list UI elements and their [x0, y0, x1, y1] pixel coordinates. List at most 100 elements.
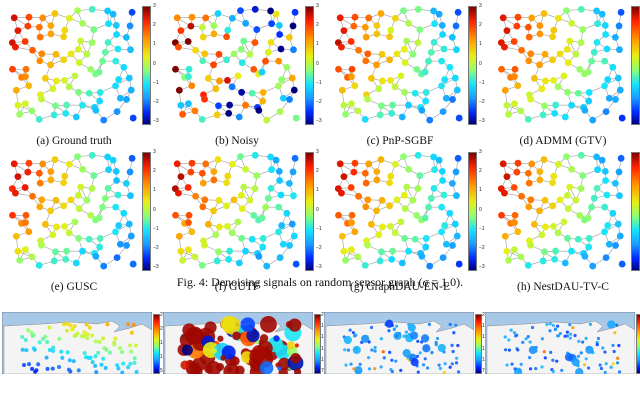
- station-marker: [119, 350, 124, 355]
- graph-node: [425, 57, 432, 65]
- graph-node: [351, 82, 359, 90]
- graph-node: [65, 160, 73, 168]
- graph-node: [373, 61, 380, 69]
- graph-node: [36, 33, 44, 41]
- graph-node: [95, 214, 103, 222]
- station-marker: [90, 333, 95, 338]
- graph-node: [540, 10, 548, 17]
- colorbar-tick: 1: [479, 41, 482, 48]
- graph-node: [112, 82, 119, 90]
- colorbar-tick: 0: [479, 60, 482, 67]
- graph-node: [549, 33, 557, 41]
- graph-node: [235, 259, 243, 267]
- graph-node: [263, 262, 271, 270]
- graph-node: [542, 77, 549, 85]
- graph-node: [351, 228, 359, 236]
- graph-node: [212, 85, 220, 93]
- graph-node: [373, 168, 381, 176]
- colorbar-tick: 3: [479, 149, 482, 155]
- graph-node: [62, 109, 70, 117]
- graph-node: [215, 102, 222, 110]
- station-marker: [93, 339, 98, 344]
- graph-node: [267, 153, 275, 161]
- station-marker: [120, 370, 125, 374]
- station-marker: [246, 328, 260, 343]
- station-marker: [442, 350, 446, 354]
- station-marker: [588, 322, 593, 326]
- graph-node: [367, 220, 375, 228]
- land-area: [486, 320, 635, 374]
- graph-node: [201, 196, 209, 204]
- graph-node: [528, 160, 536, 168]
- graph-node: [36, 57, 44, 65]
- graph-node: [104, 7, 112, 15]
- graph-node: [9, 211, 16, 219]
- graph-node: [364, 50, 372, 58]
- graph-node: [28, 107, 36, 115]
- graph-node: [422, 243, 430, 251]
- station-marker: [33, 369, 38, 374]
- colorbar-tick: −2: [479, 245, 485, 251]
- graph-node: [79, 101, 86, 109]
- station-marker: [524, 337, 528, 341]
- graph-node: [579, 26, 587, 33]
- graph-node: [518, 192, 525, 200]
- station-marker: [107, 350, 112, 355]
- graph-node: [289, 168, 297, 176]
- station-marker: [134, 369, 139, 374]
- graph-node: [614, 220, 622, 228]
- graph-node: [198, 115, 206, 123]
- graph-node: [554, 229, 562, 237]
- station-marker: [45, 366, 50, 371]
- graph-node: [114, 191, 122, 199]
- station-marker: [575, 368, 584, 374]
- graph-node: [291, 154, 299, 162]
- sensor-graph-plot: [334, 5, 463, 124]
- graph-node: [83, 196, 91, 204]
- colorbar-tick: 2: [479, 22, 482, 29]
- graph-node: [430, 184, 438, 192]
- graph-node: [250, 65, 258, 73]
- station-marker: [568, 336, 572, 340]
- colorbar-tick: 2: [316, 22, 319, 29]
- graph-node: [253, 26, 261, 33]
- colorbar-tick: −3: [479, 264, 485, 271]
- station-marker: [367, 367, 372, 371]
- graph-node: [609, 63, 617, 71]
- graph-node: [536, 61, 543, 69]
- graph-node: [517, 253, 525, 261]
- station-marker: [373, 349, 377, 353]
- colorbar-tick: −3: [153, 264, 159, 271]
- graph-node: [617, 8, 625, 16]
- graph-node: [96, 89, 104, 96]
- graph-node: [503, 27, 511, 35]
- graph-node: [39, 14, 47, 22]
- graph-node: [441, 222, 449, 229]
- graph-node: [340, 101, 348, 109]
- graph-node: [538, 85, 546, 93]
- graph-node: [347, 184, 355, 191]
- graph-node: [65, 14, 73, 22]
- graph-node: [223, 202, 231, 210]
- graph-node: [275, 57, 283, 65]
- graph-node: [88, 185, 96, 192]
- colorbar-tick: −1: [316, 79, 322, 86]
- graph-node: [391, 229, 399, 237]
- graph-node: [199, 57, 207, 65]
- station-marker: [409, 331, 419, 340]
- graph-node: [228, 14, 236, 22]
- graph-node: [379, 77, 386, 85]
- station-marker: [60, 355, 65, 360]
- station-marker: [513, 367, 517, 371]
- graph-node: [127, 46, 134, 54]
- station-marker: [211, 348, 217, 354]
- map-colorbar: [153, 314, 160, 374]
- graph-node: [589, 262, 597, 270]
- station-marker: [29, 330, 34, 335]
- graph-node: [255, 252, 263, 260]
- graph-node: [259, 235, 267, 242]
- graph-node: [572, 196, 580, 204]
- station-marker: [607, 320, 616, 329]
- graph-node: [511, 211, 519, 219]
- station-marker: [409, 356, 414, 360]
